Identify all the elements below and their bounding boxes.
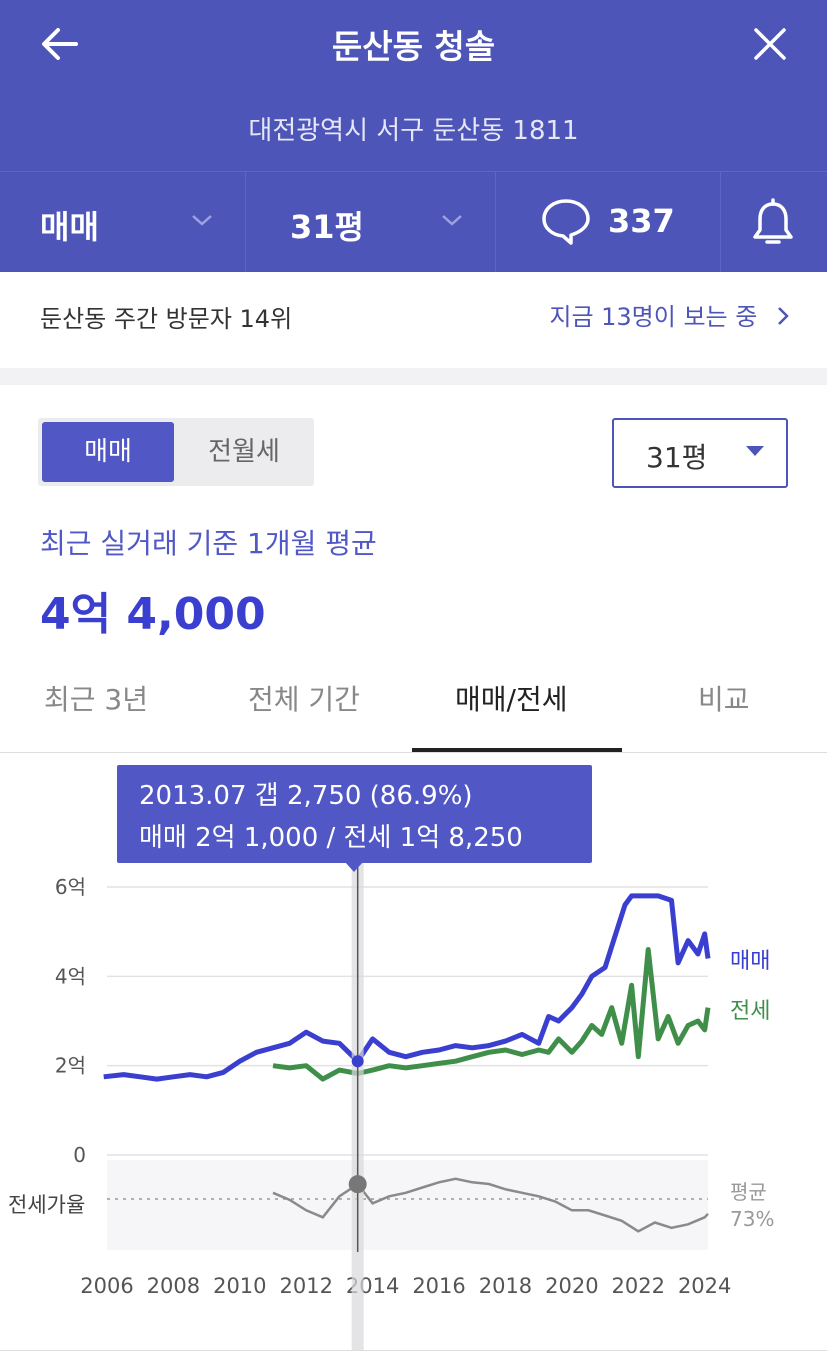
chevron-right-icon xyxy=(778,307,789,325)
ratio-avg-value: 73% xyxy=(730,1207,774,1231)
tab-all-period[interactable]: 전체 기간 xyxy=(248,683,360,716)
address-text: 대전광역시 서구 둔산동 1811 xyxy=(248,116,579,146)
bottom-divider xyxy=(0,1350,827,1351)
top-header: 둔산동 청솔 대전광역시 서구 둔산동 1811 매매 31평 337 xyxy=(0,0,827,273)
x-tick-label: 2020 xyxy=(545,1274,598,1298)
visitor-rank: 둔산동 주간 방문자 14위 xyxy=(40,305,293,333)
header-toolbar: 매매 31평 337 xyxy=(0,171,827,273)
size-select-value: 31평 xyxy=(646,441,708,474)
average-price: 4억 4,000 xyxy=(40,589,266,640)
cursor-dot-sale xyxy=(351,1055,364,1068)
comments-button[interactable]: 337 xyxy=(495,172,721,273)
trade-segment-control: 매매 전월세 xyxy=(38,418,314,486)
tooltip-prices: 매매 2억 1,000 / 전세 1억 8,250 xyxy=(139,823,523,853)
visitor-bar: 둔산동 주간 방문자 14위 지금 13명이 보는 중 xyxy=(0,272,827,368)
tab-sale-jeonse[interactable]: 매매/전세 xyxy=(455,683,568,716)
ratio-label: 전세가율 xyxy=(8,1193,85,1217)
segment-rent[interactable]: 전월세 xyxy=(208,437,280,467)
period-tabs: 최근 3년 전체 기간 매매/전세 비교 xyxy=(0,660,827,753)
y-tick-label: 6억 xyxy=(55,875,86,899)
cursor-dot-ratio xyxy=(348,1175,367,1194)
caret-down-icon xyxy=(746,446,764,456)
size-label: 31평 xyxy=(290,208,364,246)
tooltip-pointer xyxy=(345,862,363,872)
size-select[interactable]: 31평 xyxy=(612,418,788,488)
x-tick-label: 2016 xyxy=(412,1274,465,1298)
y-tick-label: 0 xyxy=(73,1143,86,1167)
x-tick-label: 2012 xyxy=(279,1274,332,1298)
tooltip-gap: 2013.07 갭 2,750 (86.9%) xyxy=(139,781,473,811)
tab-recent-3y[interactable]: 최근 3년 xyxy=(44,683,148,716)
back-arrow-icon[interactable] xyxy=(38,22,82,66)
x-tick-label: 2008 xyxy=(147,1274,200,1298)
chevron-down-icon xyxy=(442,215,462,226)
x-axis: 2006 2008 2010 2012 2014 2016 2018 2020 2022 2024 xyxy=(80,1274,731,1298)
x-tick-label: 2010 xyxy=(213,1274,266,1298)
x-tick-label: 2022 xyxy=(612,1274,665,1298)
ratio-series-line xyxy=(272,1177,709,1233)
trade-type-dropdown[interactable]: 매매 xyxy=(0,172,246,273)
notification-button[interactable] xyxy=(720,172,827,273)
active-tab-indicator xyxy=(412,748,622,752)
sale-series-line xyxy=(103,893,711,1082)
legend-sale: 매매 xyxy=(730,949,770,974)
ratio-band xyxy=(107,1160,708,1250)
viewing-now-text: 지금 13명이 보는 중 xyxy=(549,303,758,331)
x-tick-label: 2024 xyxy=(678,1274,731,1298)
page-title: 둔산동 청솔 xyxy=(331,27,496,66)
tab-compare[interactable]: 비교 xyxy=(698,683,750,716)
section-divider xyxy=(0,368,827,385)
y-axis: 6억 4억 2억 0 xyxy=(55,875,86,1167)
average-label: 최근 실거래 기준 1개월 평균 xyxy=(40,527,377,560)
x-tick-label: 2006 xyxy=(80,1274,133,1298)
y-tick-label: 4억 xyxy=(55,964,86,988)
trade-type-label: 매매 xyxy=(40,208,99,246)
ratio-avg-label: 평균 xyxy=(730,1180,767,1204)
legend-jeonse: 전세 xyxy=(730,999,770,1024)
x-tick-label: 2018 xyxy=(479,1274,532,1298)
close-icon[interactable] xyxy=(748,22,792,66)
viewing-now-link[interactable]: 지금 13명이 보는 중 xyxy=(549,297,791,332)
speech-bubble-icon xyxy=(542,199,590,245)
bell-icon xyxy=(753,198,793,244)
jeonse-series-line xyxy=(272,947,711,1082)
y-tick-label: 2억 xyxy=(55,1054,86,1078)
comment-count: 337 xyxy=(608,202,675,240)
segment-sale[interactable]: 매매 xyxy=(42,422,174,482)
chevron-down-icon xyxy=(192,215,212,226)
chart-tooltip: 2013.07 갭 2,750 (86.9%) 매매 2억 1,000 / 전세… xyxy=(117,765,592,863)
size-dropdown[interactable]: 31평 xyxy=(245,172,496,273)
